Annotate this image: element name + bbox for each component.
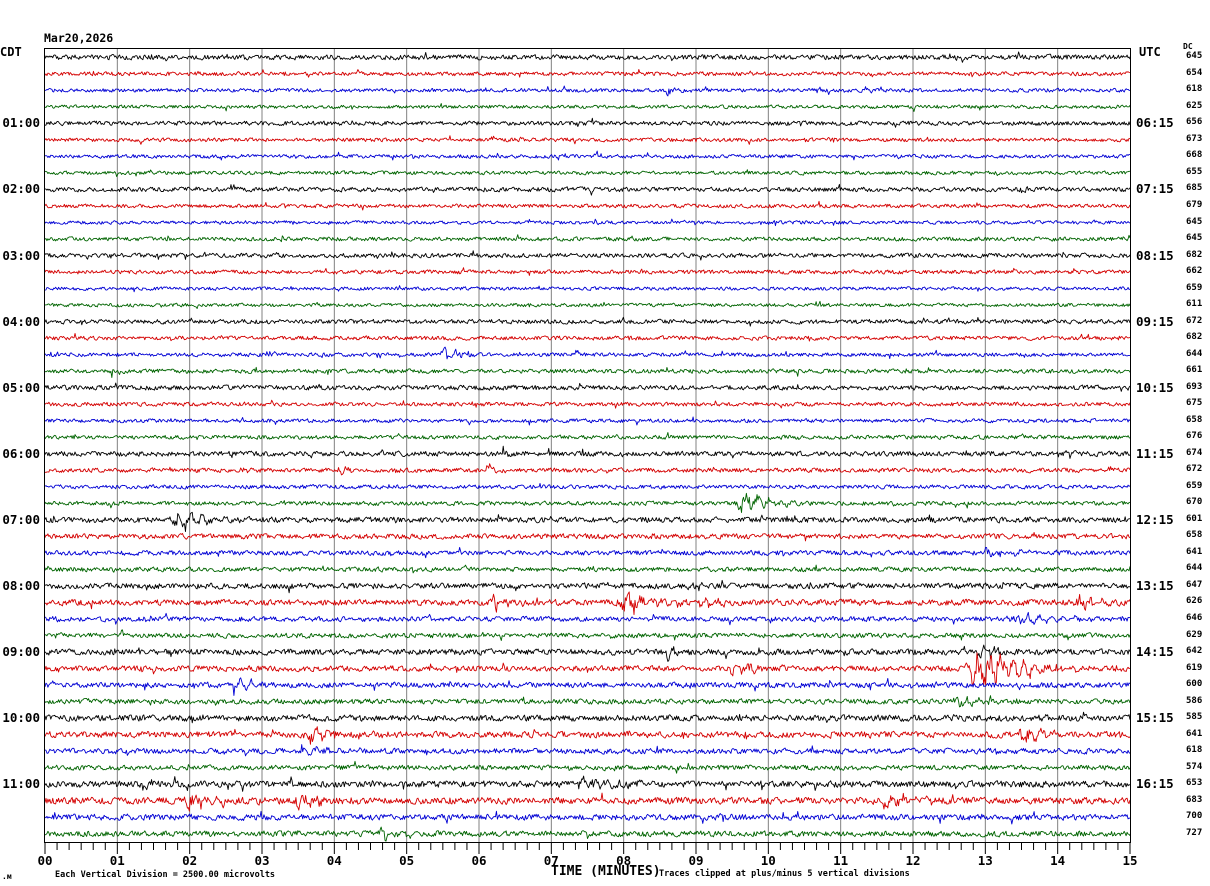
x-axis-tick-label: 04 (326, 853, 342, 868)
dc-value: 654 (1186, 67, 1203, 78)
dc-value: 700 (1186, 811, 1203, 822)
x-axis-tick-label: 15 (1122, 853, 1138, 868)
dc-value: 653 (1186, 778, 1203, 789)
x-axis-tick-label: 03 (254, 853, 270, 868)
dc-value: 693 (1186, 381, 1203, 392)
dc-value: 674 (1186, 447, 1203, 458)
x-axis-title: TIME (MINUTES) (551, 864, 661, 879)
dc-value: 629 (1186, 629, 1203, 640)
cdt-hour-label: 06:00 (2, 445, 40, 461)
dc-value: 644 (1186, 563, 1203, 574)
dc-value: 574 (1186, 761, 1203, 772)
dc-value: 585 (1186, 712, 1203, 723)
dc-value: 618 (1186, 84, 1203, 95)
cdt-hour-label: 04:00 (2, 313, 40, 329)
vertical-scale-note: Each Vertical Division = 2500.00 microvo… (55, 870, 276, 880)
utc-hour-label: 09:15 (1136, 313, 1174, 329)
dc-value: 673 (1186, 133, 1203, 144)
dc-value: 625 (1186, 100, 1203, 111)
utc-hour-label: 14:15 (1136, 644, 1174, 659)
dc-value: 685 (1186, 183, 1203, 194)
dc-value: 611 (1186, 299, 1203, 310)
dc-value: 682 (1186, 332, 1203, 343)
utc-hour-label: 16:15 (1136, 776, 1174, 792)
cdt-axis-label: CDT (0, 45, 22, 59)
dc-value: 679 (1186, 199, 1203, 210)
dc-value: 647 (1186, 579, 1203, 590)
x-axis-tick-label: 07 (543, 853, 559, 868)
x-axis-tick-label: 01 (109, 853, 125, 868)
header-date: Mar20,2026 (44, 31, 114, 46)
x-axis-tick-label: 09 (688, 853, 704, 868)
cdt-hour-label: 10:00 (2, 710, 40, 726)
cdt-hour-label: 02:00 (2, 181, 40, 197)
x-axis-tick-label: 05 (399, 853, 415, 868)
utc-hour-label: 11:15 (1136, 445, 1174, 461)
cdt-hour-label: 09:00 (2, 644, 40, 659)
dc-value: 646 (1186, 613, 1203, 623)
dc-value: 645 (1186, 51, 1203, 62)
dc-value: 655 (1186, 166, 1203, 177)
dc-value: 662 (1186, 266, 1203, 276)
x-axis-tick-label: 00 (37, 853, 53, 868)
dc-value: 668 (1186, 150, 1203, 161)
dc-value: 727 (1186, 827, 1203, 838)
dc-value: 619 (1186, 662, 1203, 673)
utc-hour-label: 08:15 (1136, 247, 1174, 263)
dc-value: 659 (1186, 480, 1203, 491)
utc-hour-label: 13:15 (1136, 577, 1174, 593)
dc-value: 645 (1186, 233, 1203, 243)
dc-value: 658 (1186, 530, 1203, 541)
dc-value: 682 (1186, 249, 1203, 260)
cdt-hour-label: 03:00 (2, 247, 40, 263)
x-axis-tick-label: 10 (760, 853, 776, 868)
dc-value: 642 (1186, 646, 1203, 656)
seismogram-plot[interactable] (44, 48, 1131, 843)
dc-value: 658 (1186, 414, 1203, 425)
x-axis-tick-label: 14 (1050, 853, 1066, 868)
dc-value: 656 (1186, 117, 1203, 128)
dc-value: 600 (1186, 679, 1203, 690)
utc-hour-label: 10:15 (1136, 379, 1174, 395)
dc-value: 670 (1186, 497, 1203, 508)
dc-value: 601 (1186, 513, 1203, 524)
cdt-hour-label: 01:00 (2, 115, 40, 131)
utc-hour-label: 06:15 (1136, 115, 1174, 131)
dc-value: 672 (1186, 315, 1203, 326)
dc-value: 586 (1186, 695, 1203, 706)
corner-mark: .м (2, 872, 12, 881)
utc-hour-label: 12:15 (1136, 511, 1174, 527)
x-axis-tick-label: 06 (471, 853, 487, 868)
dc-value: 641 (1186, 728, 1203, 739)
cdt-hour-label: 05:00 (2, 379, 40, 395)
clipping-note: Traces clipped at plus/minus 5 vertical … (659, 869, 910, 879)
dc-value: 675 (1186, 398, 1203, 409)
utc-hour-label: 07:15 (1136, 181, 1174, 197)
x-axis-tick-label: 02 (182, 853, 198, 868)
x-axis-tick-label: 11 (833, 853, 849, 868)
x-axis-tick-label: 13 (977, 853, 993, 868)
dc-value: 626 (1186, 596, 1203, 607)
cdt-hour-label: 08:00 (2, 577, 40, 593)
utc-hour-label: 15:15 (1136, 710, 1174, 726)
dc-value: 683 (1186, 794, 1203, 805)
cdt-hour-label: 07:00 (2, 511, 40, 527)
dc-value: 676 (1186, 431, 1203, 442)
dc-value: 618 (1186, 745, 1203, 756)
dc-value: 645 (1186, 216, 1203, 227)
x-axis-tick-label: 08 (616, 853, 632, 868)
dc-column-label: DC (1183, 42, 1193, 51)
utc-axis-label: UTC (1139, 45, 1161, 59)
trace-canvas (45, 49, 1130, 842)
x-axis-tick-label: 12 (905, 853, 921, 868)
cdt-hour-label: 11:00 (2, 776, 40, 792)
dc-value: 661 (1186, 365, 1203, 376)
dc-value: 644 (1186, 348, 1203, 359)
dc-value: 672 (1186, 464, 1203, 475)
dc-value: 659 (1186, 282, 1203, 293)
dc-value: 641 (1186, 546, 1203, 557)
x-axis-ticks (44, 843, 1131, 854)
